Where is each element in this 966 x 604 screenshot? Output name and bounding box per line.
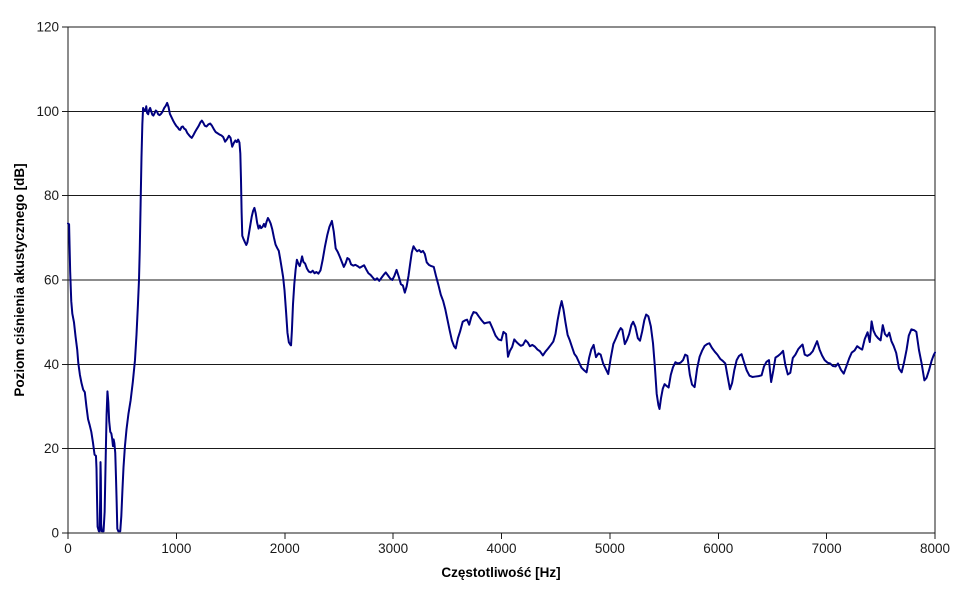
x-tick-label: 5000 (595, 541, 625, 556)
y-tick-label: 120 (36, 20, 59, 35)
x-tick-label: 6000 (703, 541, 733, 556)
x-tick-label: 0 (64, 541, 72, 556)
data-series-layer (67, 101, 936, 533)
x-tick-label: 1000 (161, 541, 191, 556)
x-tick-label: 8000 (920, 541, 950, 556)
y-tick-label: 40 (44, 357, 59, 372)
gridlines-layer (68, 26, 935, 450)
tick-labels-layer: 0 20 40 60 80 100 120 0 1000 2000 3000 4000 5000 6000… (36, 20, 950, 557)
x-tick-label: 3000 (378, 541, 408, 556)
y-tick-label: 20 (44, 441, 59, 456)
x-tick-label: 2000 (270, 541, 300, 556)
x-tick-label: 4000 (486, 541, 516, 556)
y-axis-title: Poziom ciśnienia akustycznego [dB] (12, 163, 27, 396)
axis-ticks-layer (62, 26, 936, 539)
y-tick-label: 100 (36, 104, 59, 119)
y-tick-label: 80 (44, 188, 59, 203)
x-axis-title: Częstotliwość [Hz] (441, 565, 560, 580)
y-tick-label: 0 (51, 526, 59, 541)
x-tick-label: 7000 (812, 541, 842, 556)
spectrum-line (67, 101, 936, 533)
y-tick-label: 60 (44, 273, 59, 288)
